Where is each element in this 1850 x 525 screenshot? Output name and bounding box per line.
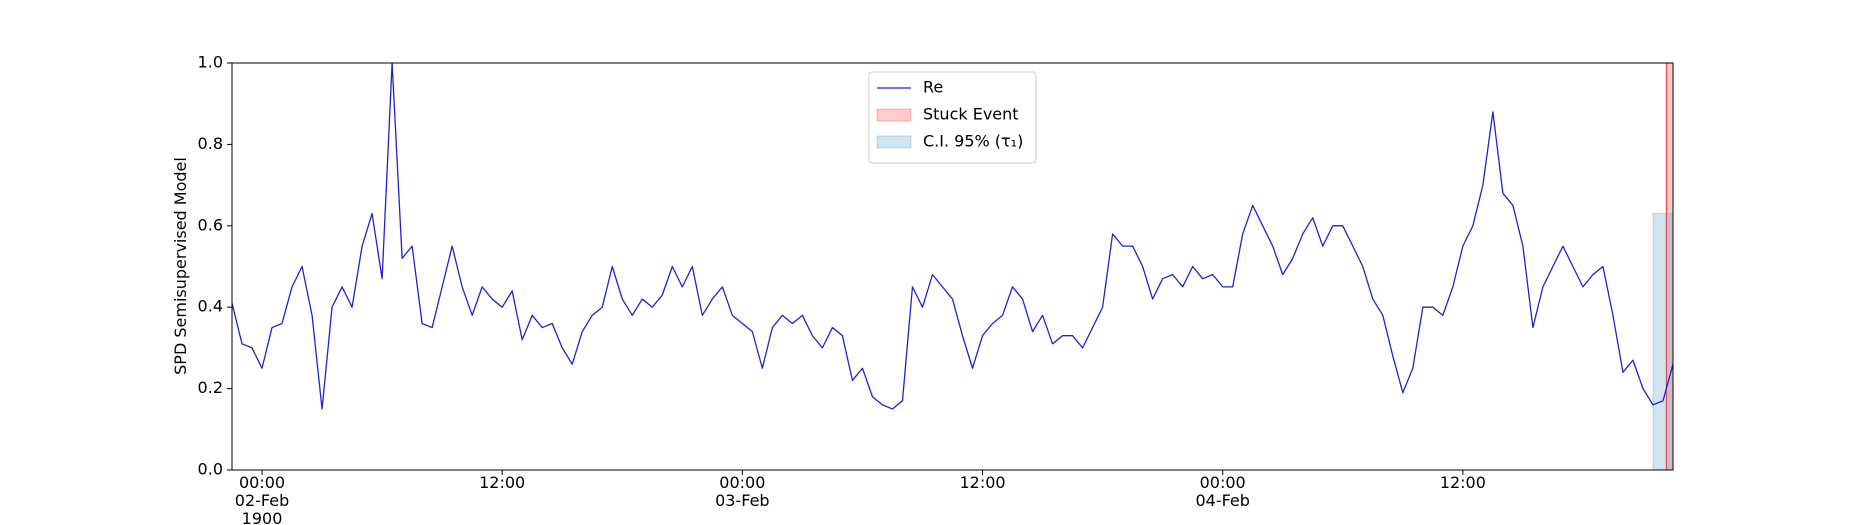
y-tick-label: 0.6 bbox=[198, 215, 223, 234]
x-tick-label: 12:00 bbox=[959, 473, 1005, 492]
x-tick-label: 12:00 bbox=[479, 473, 525, 492]
legend: Re Stuck Event C.I. 95% (τ₁) bbox=[868, 71, 1037, 164]
x-tick-label: 00:00 04-Feb bbox=[1195, 473, 1249, 510]
legend-swatch bbox=[876, 108, 912, 122]
plot-frame bbox=[231, 62, 1674, 471]
legend-box bbox=[868, 71, 1037, 164]
legend-label: Stuck Event bbox=[923, 105, 1019, 124]
y-tick-label: 0.2 bbox=[198, 378, 223, 397]
x-tick-label: 12:00 bbox=[1440, 473, 1486, 492]
x-tick-label: 00:00 03-Feb bbox=[715, 473, 769, 510]
y-axis-label: SPD Semisupervised Model bbox=[171, 157, 190, 375]
x-tick-label: 00:00 02-Feb 1900 bbox=[235, 473, 289, 525]
legend-label: Re bbox=[923, 78, 943, 97]
legend-swatch bbox=[876, 135, 912, 149]
y-tick-label: 1.0 bbox=[198, 53, 223, 72]
y-tick-label: 0.4 bbox=[198, 297, 223, 316]
span bbox=[1652, 213, 1674, 471]
data-line bbox=[231, 62, 1674, 410]
legend-label: C.I. 95% (τ₁) bbox=[923, 132, 1023, 151]
y-tick-label: 0.8 bbox=[198, 134, 223, 153]
y-tick-label: 0.0 bbox=[198, 460, 223, 479]
